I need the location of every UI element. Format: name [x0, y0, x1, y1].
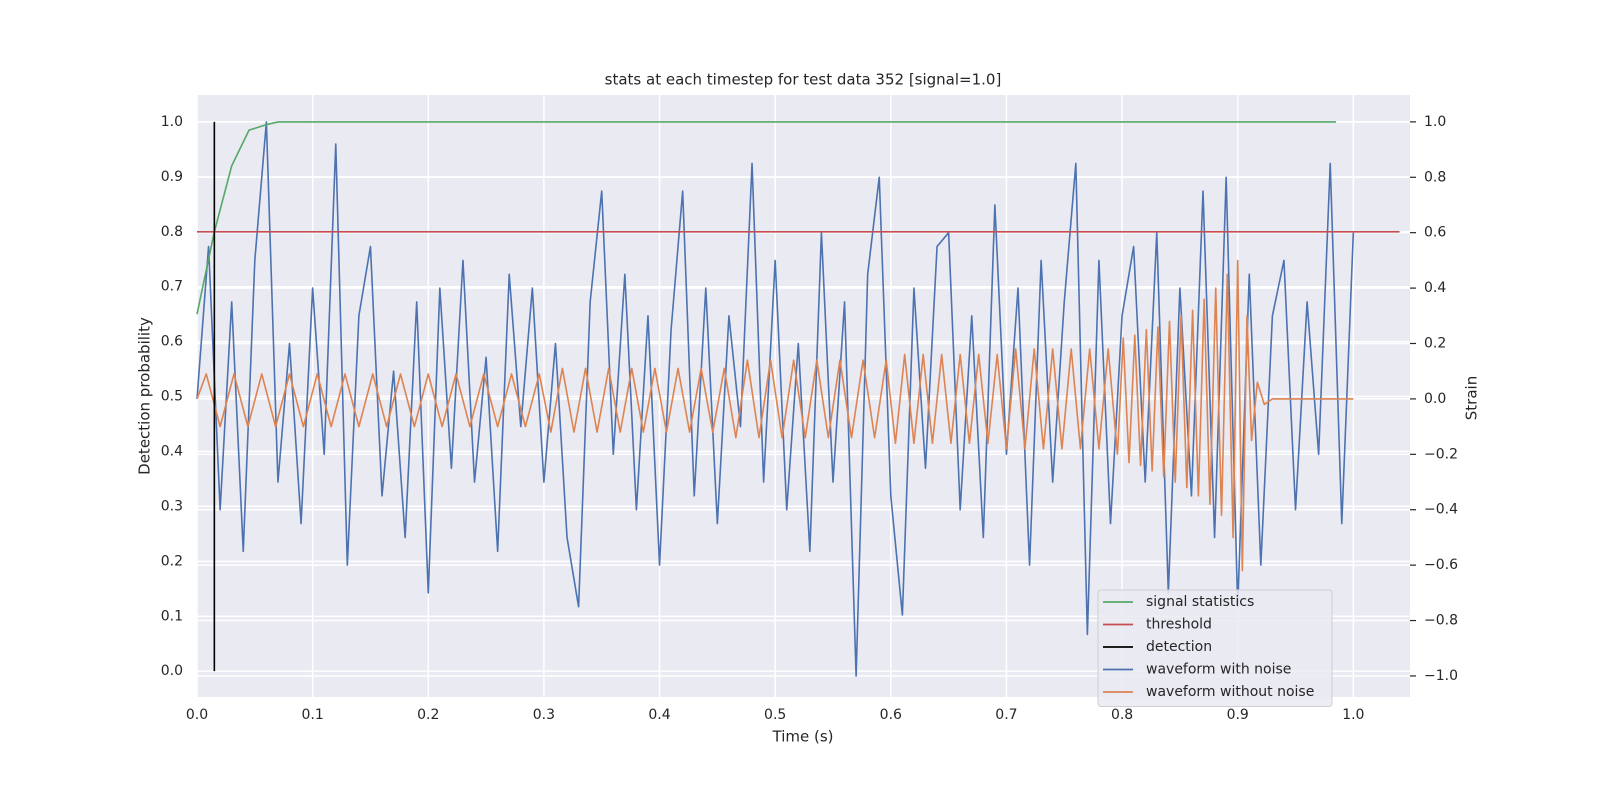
x-tick-label: 0.8	[1111, 707, 1133, 723]
y2-tick-label: 1.0	[1424, 114, 1446, 130]
x-tick-label: 0.4	[648, 707, 670, 723]
y2-tick-label: −1.0	[1424, 668, 1458, 684]
y2-tick-label: −0.6	[1424, 557, 1458, 573]
legend-label: threshold	[1146, 617, 1212, 633]
y-tick-label: 1.0	[161, 114, 183, 130]
y2-tick-label: −0.8	[1424, 613, 1458, 629]
y2-tick-label: −0.2	[1424, 446, 1458, 462]
x-tick-label: 0.1	[302, 707, 324, 723]
series-line	[196, 259, 1354, 572]
x-tick-label: 1.0	[1342, 707, 1364, 723]
y2-tick-label: 0.6	[1424, 225, 1446, 241]
y2-tick-label: 0.4	[1424, 280, 1446, 296]
x-tick-label: 0.7	[995, 707, 1017, 723]
y-tick-label: 0.3	[161, 498, 183, 514]
y-tick-label: 0.6	[161, 334, 183, 350]
x-tick-label: 0.0	[186, 707, 208, 723]
legend-box	[1097, 589, 1333, 707]
x-tick-label: 0.9	[1227, 707, 1249, 723]
y-tick-label: 0.9	[161, 169, 183, 185]
y2-tick-label: −0.4	[1424, 502, 1458, 518]
x-tick-label: 0.3	[533, 707, 555, 723]
y2-axis-label: Strain	[1463, 376, 1481, 420]
y-tick-label: 0.0	[161, 663, 183, 679]
y2-tick-label: 0.8	[1424, 169, 1446, 185]
y-tick-label: 0.2	[161, 553, 183, 569]
legend-label: detection	[1146, 639, 1212, 655]
y-axis-label: Detection probability	[136, 317, 154, 475]
y-tick-label: 0.8	[161, 224, 183, 240]
y-tick-label: 0.7	[161, 279, 183, 295]
y2-tick-label: 0.0	[1424, 391, 1446, 407]
x-tick-label: 0.5	[764, 707, 786, 723]
y-tick-label: 0.5	[161, 389, 183, 405]
y2-tick-label: 0.2	[1424, 336, 1446, 352]
x-tick-label: 0.6	[880, 707, 902, 723]
legend-label: signal statistics	[1146, 594, 1254, 610]
x-axis-label: Time (s)	[772, 728, 834, 746]
legend-label: waveform with noise	[1146, 662, 1291, 678]
chart-title: stats at each timestep for test data 352…	[605, 71, 1002, 89]
y-tick-label: 0.4	[161, 443, 183, 459]
x-tick-label: 0.2	[417, 707, 439, 723]
y-tick-label: 0.1	[161, 608, 183, 624]
legend-label: waveform without noise	[1146, 684, 1314, 700]
